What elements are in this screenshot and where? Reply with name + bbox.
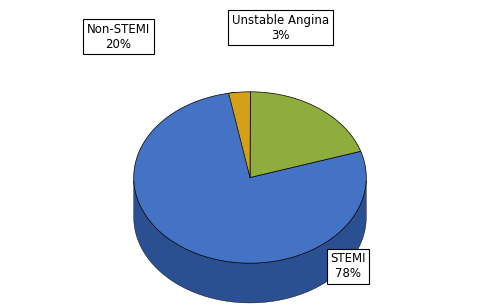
Polygon shape — [134, 181, 366, 303]
Text: Non-STEMI
20%: Non-STEMI 20% — [87, 23, 150, 51]
Text: Unstable Angina
3%: Unstable Angina 3% — [232, 13, 329, 42]
Polygon shape — [228, 92, 250, 177]
Polygon shape — [134, 92, 366, 263]
Text: STEMI
78%: STEMI 78% — [330, 252, 366, 280]
Polygon shape — [250, 92, 360, 177]
